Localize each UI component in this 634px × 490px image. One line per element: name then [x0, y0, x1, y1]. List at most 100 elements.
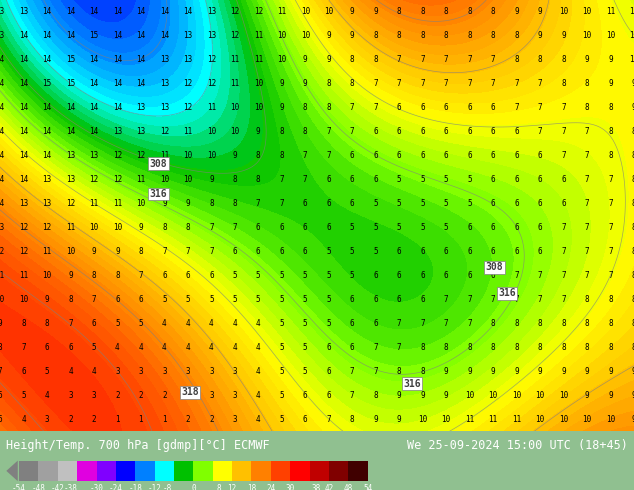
- Text: 14: 14: [136, 31, 146, 41]
- Text: 10: 10: [89, 223, 98, 232]
- Text: 4: 4: [256, 391, 261, 400]
- Text: 9: 9: [139, 223, 143, 232]
- Text: 8: 8: [397, 31, 401, 41]
- Text: Height/Temp. 700 hPa [gdmp][°C] ECMWF: Height/Temp. 700 hPa [gdmp][°C] ECMWF: [6, 440, 270, 452]
- Text: 5: 5: [209, 295, 214, 304]
- Text: 14: 14: [113, 7, 122, 17]
- Text: 8: 8: [514, 319, 519, 328]
- Text: 8: 8: [44, 319, 49, 328]
- Text: 13: 13: [66, 151, 75, 160]
- Text: 7: 7: [0, 367, 3, 376]
- Text: 15: 15: [89, 31, 98, 41]
- Text: 5: 5: [397, 199, 401, 208]
- Text: 12: 12: [183, 79, 193, 88]
- Text: 10: 10: [66, 247, 75, 256]
- Text: 8: 8: [631, 127, 634, 136]
- Text: 10: 10: [183, 151, 193, 160]
- Text: 5: 5: [280, 415, 284, 424]
- Text: 7: 7: [561, 295, 566, 304]
- Text: 6: 6: [0, 415, 3, 424]
- Text: 7: 7: [608, 175, 613, 184]
- Text: 8: 8: [561, 319, 566, 328]
- Text: 7: 7: [303, 151, 307, 160]
- Text: 8: 8: [350, 55, 354, 64]
- Text: 9: 9: [631, 367, 634, 376]
- Text: 14: 14: [160, 31, 169, 41]
- Text: 8: 8: [467, 7, 472, 17]
- Text: 5: 5: [115, 319, 120, 328]
- Text: 6: 6: [514, 127, 519, 136]
- Text: 11: 11: [136, 175, 146, 184]
- Text: 13: 13: [183, 31, 193, 41]
- Text: -24: -24: [109, 484, 123, 490]
- Text: 7: 7: [538, 103, 542, 112]
- FancyBboxPatch shape: [19, 461, 39, 481]
- Text: 7: 7: [444, 79, 448, 88]
- Text: 7: 7: [444, 319, 448, 328]
- Text: 10: 10: [536, 391, 545, 400]
- Text: 5: 5: [444, 199, 448, 208]
- Text: 9: 9: [92, 247, 96, 256]
- Text: 7: 7: [538, 271, 542, 280]
- Text: 9: 9: [608, 367, 613, 376]
- Text: 9: 9: [444, 367, 448, 376]
- Text: 7: 7: [561, 247, 566, 256]
- Text: 8: 8: [631, 223, 634, 232]
- Text: 4: 4: [209, 343, 214, 352]
- Text: 18: 18: [247, 484, 256, 490]
- Text: 8: 8: [467, 343, 472, 352]
- Text: 9: 9: [233, 151, 237, 160]
- Polygon shape: [6, 461, 18, 481]
- Text: 14: 14: [66, 7, 75, 17]
- Text: 14: 14: [0, 103, 4, 112]
- Text: 9: 9: [631, 79, 634, 88]
- Text: 8: 8: [373, 55, 378, 64]
- Text: 12: 12: [19, 223, 28, 232]
- Text: 7: 7: [608, 247, 613, 256]
- FancyBboxPatch shape: [309, 461, 329, 481]
- Text: 14: 14: [66, 127, 75, 136]
- Text: 8: 8: [350, 79, 354, 88]
- Text: 8: 8: [397, 7, 401, 17]
- Text: 7: 7: [350, 367, 354, 376]
- Text: 6: 6: [373, 175, 378, 184]
- Text: 11: 11: [277, 7, 287, 17]
- Text: 6: 6: [68, 343, 73, 352]
- Text: 13: 13: [0, 223, 4, 232]
- FancyBboxPatch shape: [213, 461, 232, 481]
- Text: 8: 8: [209, 199, 214, 208]
- Text: 6: 6: [467, 247, 472, 256]
- Text: 5: 5: [303, 319, 307, 328]
- Text: 3: 3: [162, 367, 167, 376]
- Text: 13: 13: [89, 151, 98, 160]
- Text: 14: 14: [0, 55, 4, 64]
- Text: 6: 6: [327, 391, 331, 400]
- Text: 9: 9: [373, 415, 378, 424]
- Text: 8: 8: [303, 127, 307, 136]
- Text: 15: 15: [66, 55, 75, 64]
- Text: 12: 12: [183, 103, 193, 112]
- FancyBboxPatch shape: [348, 461, 368, 481]
- Text: 7: 7: [538, 127, 542, 136]
- FancyBboxPatch shape: [155, 461, 174, 481]
- Text: 5: 5: [280, 343, 284, 352]
- Text: 8: 8: [631, 319, 634, 328]
- Text: 14: 14: [19, 175, 28, 184]
- Text: 13: 13: [136, 127, 146, 136]
- Text: 6: 6: [538, 199, 542, 208]
- Text: 6: 6: [420, 271, 425, 280]
- Text: 7: 7: [514, 271, 519, 280]
- Text: 6: 6: [397, 271, 401, 280]
- Text: 8: 8: [561, 55, 566, 64]
- Text: 1: 1: [162, 415, 167, 424]
- Text: 14: 14: [136, 79, 146, 88]
- Text: 8: 8: [491, 343, 495, 352]
- Text: 8: 8: [608, 343, 613, 352]
- Text: 4: 4: [115, 343, 120, 352]
- Text: 4: 4: [21, 415, 26, 424]
- Text: 10: 10: [559, 7, 568, 17]
- Text: 8: 8: [420, 7, 425, 17]
- Text: 9: 9: [467, 367, 472, 376]
- Text: 6: 6: [514, 175, 519, 184]
- Text: 5: 5: [162, 295, 167, 304]
